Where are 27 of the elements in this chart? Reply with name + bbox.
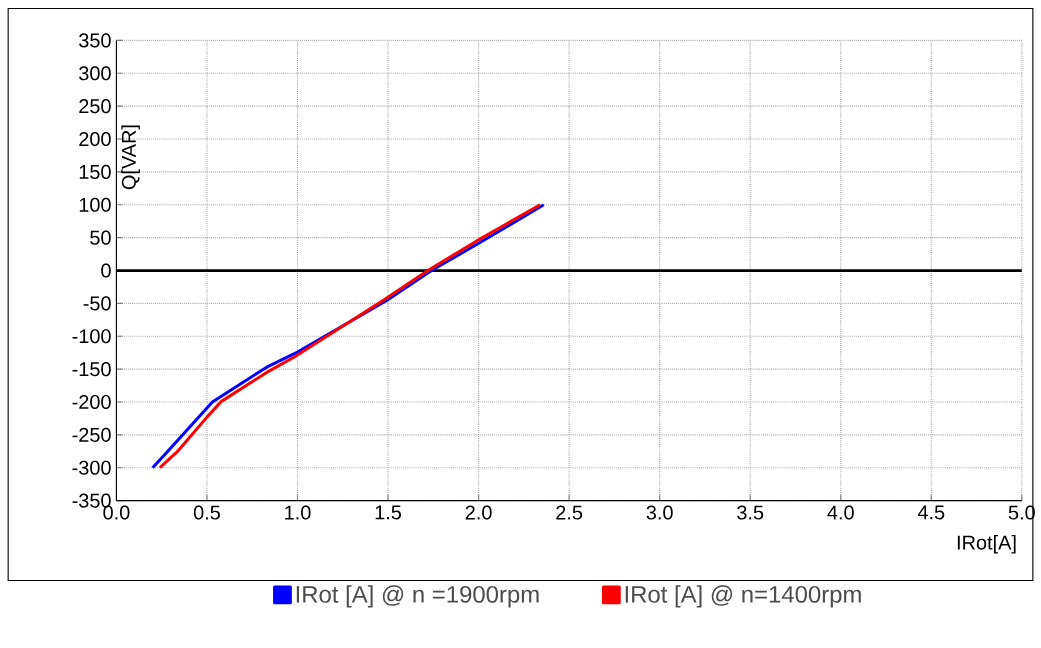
y-tick-label: -300: [72, 460, 111, 475]
x-tick-label: 2.5: [556, 505, 583, 520]
y-tick-label: 100: [79, 197, 111, 212]
y-tick-label: -200: [72, 395, 111, 410]
y-tick-label: -50: [83, 296, 111, 311]
legend-label: IRot [A] @ n =1900rpm: [296, 585, 539, 608]
y-tick-label: -250: [72, 427, 111, 443]
x-tick-label: 3.0: [646, 505, 673, 520]
y-tick-label: 200: [79, 132, 111, 147]
x-tick-label: 1.0: [285, 505, 311, 520]
y-axis-title: Q[VAR]: [121, 125, 140, 190]
y-tick-label: 150: [79, 164, 111, 180]
y-tick-label: 300: [79, 66, 111, 81]
x-tick-label: 2.0: [465, 505, 492, 520]
y-tick-label: -150: [72, 362, 111, 377]
x-tick-label: 4.5: [917, 505, 945, 520]
y-tick-label: 0: [101, 263, 111, 278]
x-tick-label: 3.5: [737, 505, 764, 520]
x-tick-label: 1.5: [375, 505, 402, 520]
x-tick-label: 4.0: [827, 505, 854, 520]
y-tick-label: 350: [79, 33, 111, 48]
x-axis-title: IRot[A]: [957, 535, 1016, 554]
y-tick-label: -100: [72, 329, 111, 344]
legend-label: IRot [A] @ n=1400rpm: [625, 585, 861, 608]
x-tick-label: 0.5: [193, 505, 220, 520]
y-tick-label: 250: [79, 99, 111, 114]
y-tick-label: 50: [90, 230, 111, 245]
